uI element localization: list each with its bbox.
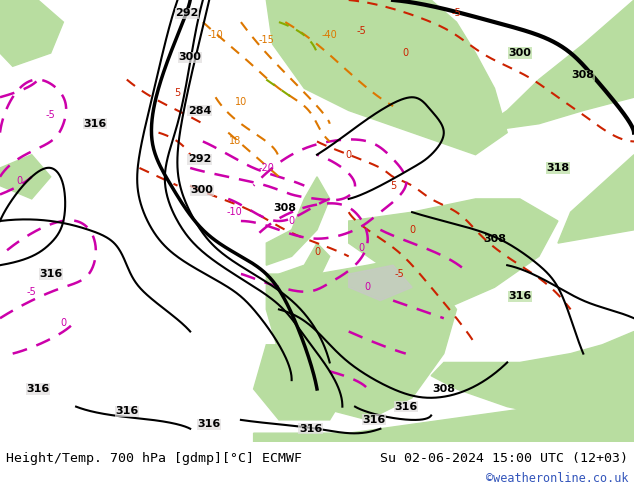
Text: 10: 10 <box>235 97 247 107</box>
Text: 5: 5 <box>390 181 396 191</box>
Text: -5: -5 <box>451 8 462 18</box>
Text: 18: 18 <box>228 136 241 147</box>
Polygon shape <box>349 265 412 300</box>
Polygon shape <box>476 0 634 133</box>
Text: 308: 308 <box>483 234 506 244</box>
Text: -5: -5 <box>46 110 56 120</box>
Polygon shape <box>431 332 634 420</box>
Text: ©weatheronline.co.uk: ©weatheronline.co.uk <box>486 471 628 485</box>
Text: -10: -10 <box>208 30 223 40</box>
Text: 300: 300 <box>508 48 531 58</box>
Text: 0: 0 <box>365 282 371 293</box>
Text: -10: -10 <box>227 207 242 217</box>
Text: 5: 5 <box>174 88 181 98</box>
Polygon shape <box>349 199 558 309</box>
Text: -5: -5 <box>394 269 404 279</box>
Text: 316: 316 <box>115 406 138 416</box>
Text: 316: 316 <box>27 384 49 394</box>
Polygon shape <box>558 155 634 243</box>
Text: -5: -5 <box>356 26 366 36</box>
Text: -20: -20 <box>258 163 275 173</box>
Text: 300: 300 <box>190 185 213 195</box>
Polygon shape <box>254 345 349 420</box>
Text: 0: 0 <box>346 150 352 160</box>
Polygon shape <box>0 155 51 199</box>
Text: 300: 300 <box>179 52 202 62</box>
Polygon shape <box>0 0 63 66</box>
Text: 284: 284 <box>188 105 211 116</box>
Text: 318: 318 <box>547 163 569 173</box>
Text: 0: 0 <box>16 176 22 186</box>
Text: 316: 316 <box>363 415 385 425</box>
Text: 316: 316 <box>84 119 107 129</box>
Text: 308: 308 <box>572 70 595 80</box>
Polygon shape <box>266 256 456 420</box>
Text: 0: 0 <box>358 243 365 252</box>
Text: 316: 316 <box>394 402 417 412</box>
Text: -5: -5 <box>27 287 37 297</box>
Text: 308: 308 <box>432 384 455 394</box>
Text: 0: 0 <box>314 247 320 257</box>
Text: 316: 316 <box>508 291 531 301</box>
Text: -15: -15 <box>258 35 275 45</box>
Polygon shape <box>279 243 330 292</box>
Text: 316: 316 <box>39 269 62 279</box>
Text: 292: 292 <box>176 8 198 18</box>
Text: Su 02-06-2024 15:00 UTC (12+03): Su 02-06-2024 15:00 UTC (12+03) <box>380 451 628 465</box>
Text: 316: 316 <box>299 424 322 434</box>
Text: 308: 308 <box>274 203 297 213</box>
Polygon shape <box>266 177 330 265</box>
Text: 0: 0 <box>403 48 409 58</box>
Text: 292: 292 <box>188 154 211 164</box>
Polygon shape <box>254 407 634 442</box>
Text: 0: 0 <box>288 216 295 226</box>
Text: Height/Temp. 700 hPa [gdmp][°C] ECMWF: Height/Temp. 700 hPa [gdmp][°C] ECMWF <box>6 451 302 465</box>
Text: 0: 0 <box>409 225 415 235</box>
Text: -40: -40 <box>322 30 337 40</box>
Text: 316: 316 <box>198 419 221 429</box>
Polygon shape <box>266 0 507 155</box>
Text: 0: 0 <box>60 318 67 328</box>
